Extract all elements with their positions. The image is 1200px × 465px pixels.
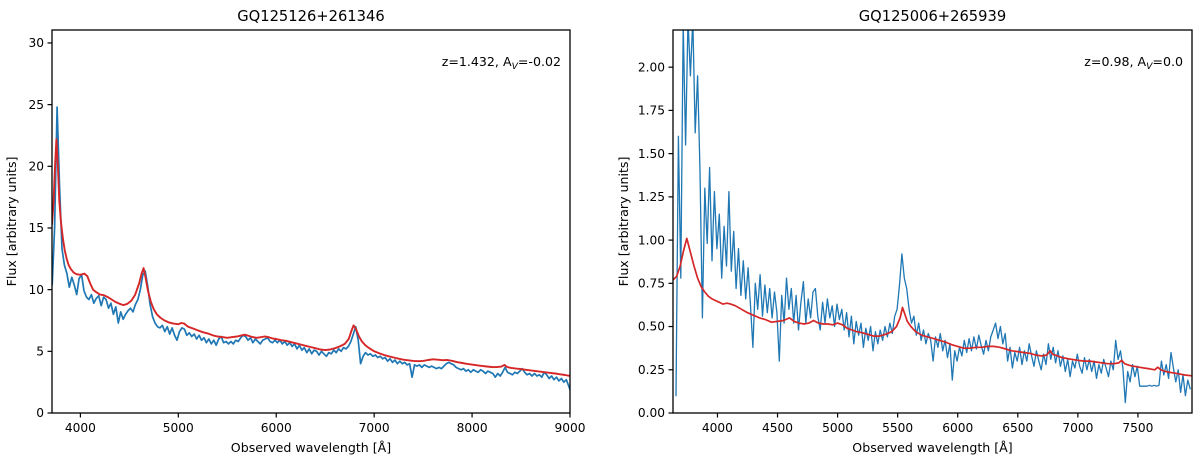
y-tick-label: 1.75 bbox=[638, 104, 665, 118]
y-tick-label: 0.00 bbox=[638, 406, 665, 420]
x-tick-label: 6000 bbox=[942, 421, 973, 435]
y-tick-label: 10 bbox=[28, 283, 44, 297]
x-tick-label: 5000 bbox=[822, 421, 853, 435]
y-axis-label: Flux [arbitrary units] bbox=[616, 157, 631, 287]
x-tick-label: 6500 bbox=[1002, 421, 1033, 435]
spectrum-panel: 4000 5000 6000 7000 8000 9000 0 5 10 15 20 25 30 GQ12… bbox=[4, 8, 586, 455]
y-tick-label: 20 bbox=[28, 160, 44, 174]
y-tick-label: 2.00 bbox=[638, 60, 665, 74]
y-tick-label: 1.50 bbox=[638, 147, 665, 161]
panel-title: GQ125126+261346 bbox=[237, 8, 384, 25]
x-tick-label: 8000 bbox=[457, 421, 488, 435]
observed-spectrum-line bbox=[675, 30, 1191, 404]
fit-parameters-annotation: z=0.98, AV=0.0 bbox=[1084, 54, 1183, 72]
y-tick-label: 5 bbox=[36, 345, 44, 359]
y-tick-label: 0.25 bbox=[638, 363, 665, 377]
x-tick-label: 5500 bbox=[882, 421, 913, 435]
y-axis-label: Flux [arbitrary units] bbox=[4, 157, 19, 287]
y-tick-label: 1.25 bbox=[638, 190, 665, 204]
y-tick-label: 0.75 bbox=[638, 277, 665, 291]
y-tick-label: 15 bbox=[28, 221, 44, 235]
x-tick-label: 6000 bbox=[261, 421, 292, 435]
x-axis-label: Observed wavelength [Å] bbox=[852, 440, 1012, 455]
panel-title: GQ125006+265939 bbox=[859, 8, 1006, 25]
y-tick-label: 0.50 bbox=[638, 320, 665, 334]
fit-parameters-annotation: z=1.432, AV=-0.02 bbox=[442, 54, 561, 72]
axes-box bbox=[672, 29, 1193, 414]
x-tick-label: 4000 bbox=[702, 421, 733, 435]
x-tick-label: 7000 bbox=[1062, 421, 1093, 435]
y-tick-label: 0 bbox=[36, 406, 44, 420]
x-tick-label: 7500 bbox=[1122, 421, 1153, 435]
observed-spectrum-line bbox=[52, 106, 570, 393]
x-tick-label: 5000 bbox=[163, 421, 194, 435]
x-tick-label: 4500 bbox=[762, 421, 793, 435]
axes-box bbox=[51, 29, 571, 414]
x-tick-label: 4000 bbox=[65, 421, 96, 435]
y-tick-label: 25 bbox=[28, 98, 44, 112]
x-tick-label: 9000 bbox=[554, 421, 585, 435]
model-fit-line bbox=[52, 138, 570, 377]
y-tick-label: 1.00 bbox=[638, 233, 665, 247]
spectrum-panel: 4000 4500 5000 5500 6000 6500 7000 7500 0.00 0.25… bbox=[616, 8, 1193, 455]
model-fit-line bbox=[673, 237, 1192, 377]
y-tick-label: 30 bbox=[28, 36, 44, 50]
x-tick-label: 7000 bbox=[359, 421, 390, 435]
x-axis-label: Observed wavelength [Å] bbox=[231, 440, 391, 455]
